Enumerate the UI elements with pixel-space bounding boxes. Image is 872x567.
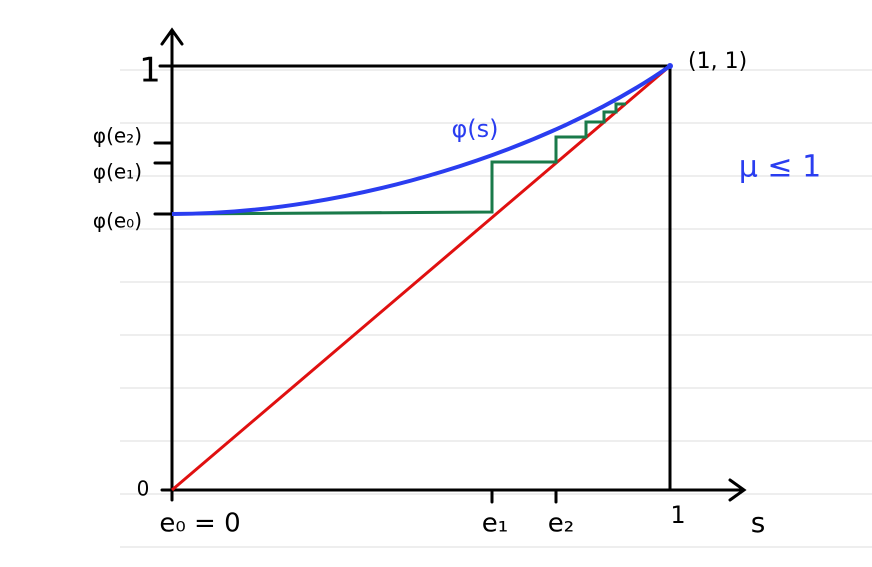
y-label: φ(e₂) bbox=[93, 124, 142, 148]
paper-lines bbox=[120, 69, 872, 548]
phi-curve bbox=[171, 64, 672, 216]
x-label: e₀ = 0 bbox=[159, 509, 240, 539]
iteration-staircase bbox=[171, 102, 626, 216]
y-top-label: 1 bbox=[139, 51, 161, 91]
x-axis bbox=[160, 478, 747, 502]
y-origin-label: 0 bbox=[137, 477, 150, 501]
x-label: e₁ bbox=[482, 509, 508, 539]
point bbox=[667, 63, 673, 69]
y-axis bbox=[160, 27, 184, 502]
ticks bbox=[153, 64, 558, 504]
curve-label: φ(s) bbox=[451, 115, 498, 143]
condition: μ ≤ 1 bbox=[739, 150, 821, 185]
x-label: e₂ bbox=[548, 509, 574, 539]
diagonal bbox=[171, 64, 671, 492]
corner-label: (1, 1) bbox=[688, 49, 747, 74]
y-label: φ(e₁) bbox=[93, 160, 142, 184]
x-end-label: 1 bbox=[670, 501, 685, 529]
y-label: φ(e₀) bbox=[93, 209, 142, 233]
x-axis-name: s bbox=[751, 506, 766, 539]
